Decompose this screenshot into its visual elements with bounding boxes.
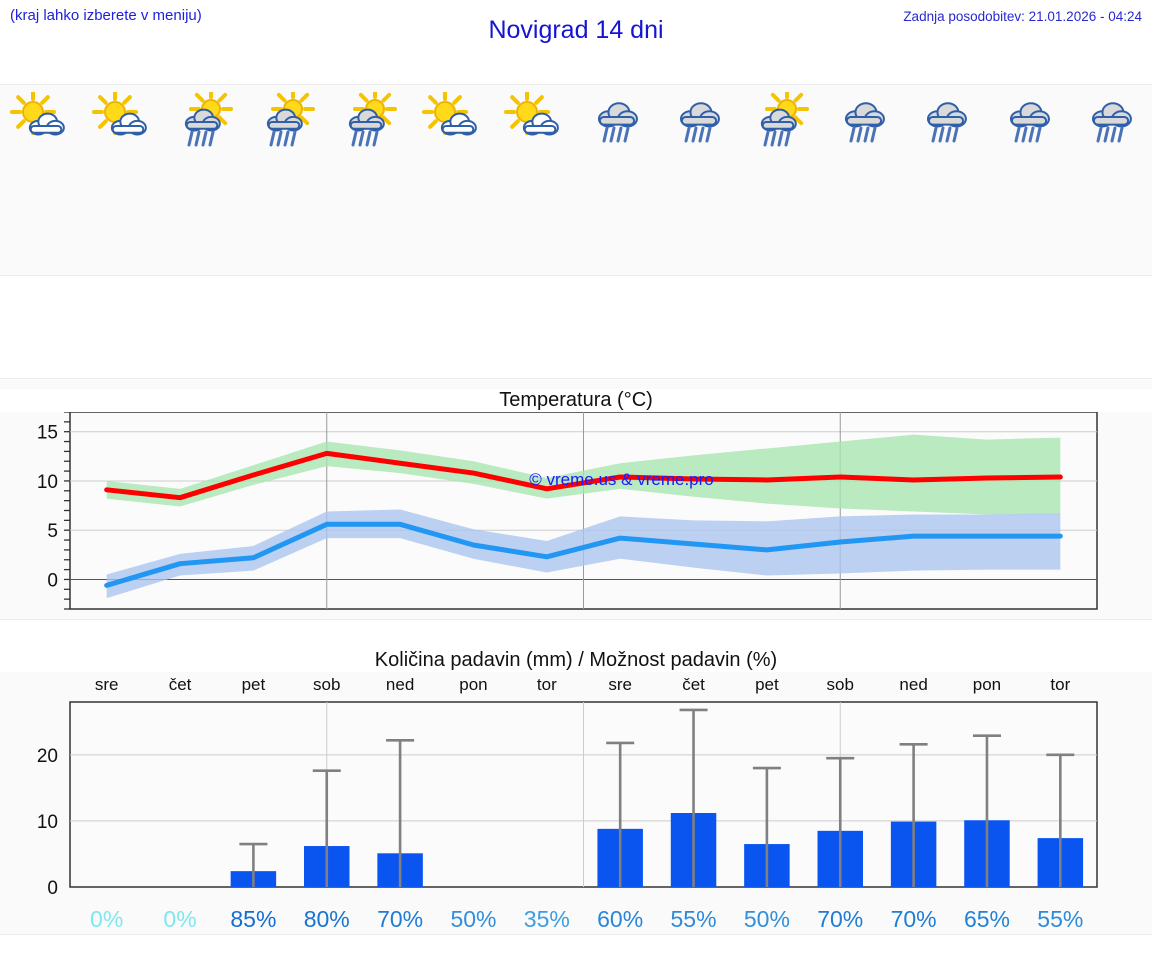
forecast-day-column[interactable]	[576, 85, 658, 275]
svg-text:0: 0	[47, 570, 58, 591]
precipitation-chart-panel: Količina padavin (mm) / Možnost padavin …	[0, 649, 1152, 935]
svg-text:65%: 65%	[964, 906, 1010, 932]
svg-text:pon: pon	[973, 675, 1001, 694]
svg-text:85%: 85%	[230, 906, 276, 932]
svg-text:10: 10	[37, 812, 58, 833]
svg-text:20: 20	[37, 746, 58, 767]
forecast-day-column[interactable]	[329, 85, 411, 275]
cloud-rain-icon	[668, 91, 730, 149]
temperature-chart-panel: Temperatura (°C) 0 5 10 15 © vreme.us & vrem…	[0, 378, 1152, 620]
forecast-day-column[interactable]	[905, 85, 987, 275]
forecast-day-column[interactable]	[494, 85, 576, 275]
svg-text:70%: 70%	[891, 906, 937, 932]
temperature-chart: 0 5 10 15 © vreme.us & vreme.pro	[37, 411, 1098, 610]
svg-text:15: 15	[37, 423, 58, 444]
page-title: Novigrad 14 dni	[488, 16, 664, 44]
svg-text:© vreme.us & vreme.pro: © vreme.us & vreme.pro	[529, 470, 713, 489]
sun-cloud-icon	[92, 91, 154, 149]
svg-text:sre: sre	[608, 675, 632, 694]
forecast-day-column[interactable]	[0, 85, 82, 275]
cloud-rain-icon	[915, 91, 977, 149]
svg-text:50%: 50%	[450, 906, 496, 932]
svg-text:70%: 70%	[817, 906, 863, 932]
svg-text:sre: sre	[95, 675, 119, 694]
svg-text:35%: 35%	[524, 906, 570, 932]
forecast-day-column[interactable]	[411, 85, 493, 275]
svg-text:50%: 50%	[744, 906, 790, 932]
svg-text:ned: ned	[386, 675, 414, 694]
svg-text:čet: čet	[169, 675, 192, 694]
cloud-rain-icon	[998, 91, 1060, 149]
svg-text:55%: 55%	[671, 906, 717, 932]
svg-text:pon: pon	[459, 675, 487, 694]
forecast-day-column[interactable]	[658, 85, 740, 275]
svg-text:10: 10	[37, 472, 58, 493]
cloud-rain-icon	[1080, 91, 1142, 149]
svg-text:80%: 80%	[304, 906, 350, 932]
svg-text:70%: 70%	[377, 906, 423, 932]
svg-text:ned: ned	[899, 675, 927, 694]
svg-text:pet: pet	[755, 675, 779, 694]
sun-cloud-rain-icon	[751, 91, 813, 149]
forecast-strip	[0, 84, 1152, 276]
svg-text:tor: tor	[1050, 675, 1070, 694]
sun-cloud-rain-icon	[175, 91, 237, 149]
forecast-day-column[interactable]	[823, 85, 905, 275]
sun-cloud-rain-icon	[339, 91, 401, 149]
cloud-rain-icon	[586, 91, 648, 149]
precipitation-chart-title: Količina padavin (mm) / Možnost padavin …	[0, 649, 1152, 672]
forecast-day-column[interactable]	[82, 85, 164, 275]
svg-text:pet: pet	[242, 675, 266, 694]
svg-text:tor: tor	[537, 675, 557, 694]
forecast-day-column[interactable]	[1070, 85, 1152, 275]
sun-cloud-rain-icon	[257, 91, 319, 149]
svg-text:0: 0	[47, 878, 58, 899]
forecast-day-column[interactable]	[987, 85, 1069, 275]
svg-text:5: 5	[47, 521, 58, 542]
sun-cloud-icon	[421, 91, 484, 149]
temperature-chart-title: Temperatura (°C)	[0, 389, 1152, 412]
page-header: (kraj lahko izberete v meniju) Novigrad …	[0, 0, 1152, 60]
svg-text:sob: sob	[313, 675, 340, 694]
last-updated: Zadnja posodobitev: 21.01.2026 - 04:24	[903, 9, 1142, 24]
svg-text:0%: 0%	[90, 906, 123, 932]
sun-cloud-icon	[10, 91, 72, 149]
forecast-day-column[interactable]	[247, 85, 329, 275]
svg-text:čet: čet	[682, 675, 705, 694]
forecast-day-column[interactable]	[165, 85, 247, 275]
svg-text:60%: 60%	[597, 906, 643, 932]
svg-text:0%: 0%	[163, 906, 196, 932]
svg-text:sob: sob	[827, 675, 854, 694]
cloud-rain-icon	[833, 91, 895, 149]
forecast-day-column[interactable]	[741, 85, 823, 275]
svg-text:55%: 55%	[1037, 906, 1083, 932]
precipitation-chart: sre čet pet sob ned pon tor sre čet pet sob ned pon t…	[37, 675, 1098, 932]
location-hint: (kraj lahko izberete v meniju)	[10, 7, 202, 24]
sun-cloud-icon	[503, 91, 566, 149]
